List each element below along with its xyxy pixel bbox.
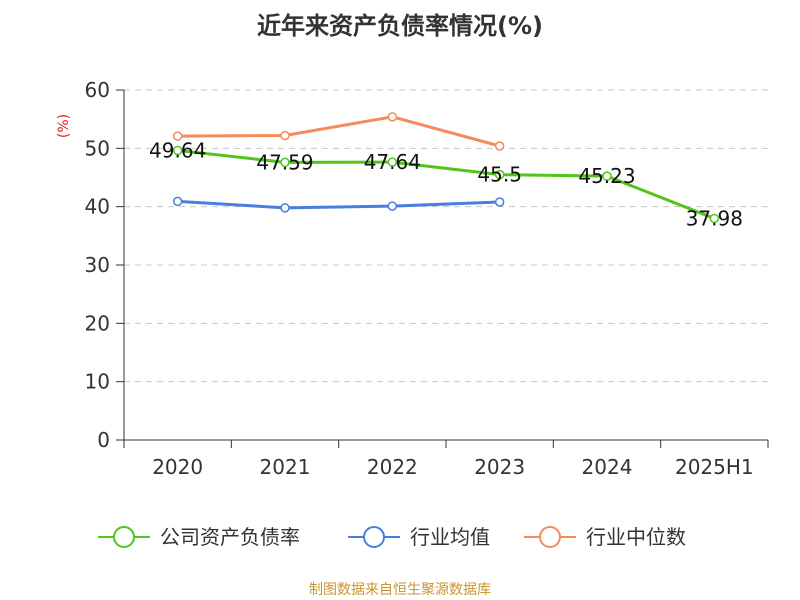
data-point [494,141,505,151]
legend-circle-marker [363,526,385,548]
y-tick-label: 60 [85,78,110,102]
data-point [709,213,720,224]
data-point [280,157,290,168]
legend-item[interactable]: 行业均值 [348,525,490,549]
x-tick-label: 2022 [367,455,418,479]
y-tick-label: 0 [97,428,110,452]
legend-circle-marker [539,526,561,548]
legend-label: 行业均值 [410,525,490,549]
legend-label: 行业中位数 [586,525,686,549]
data-point [387,201,398,211]
axes: 0 10 20 30 40 50 60 2020 2021 2022 2023 2024 2025H1 [85,78,769,479]
data-label: 47.64 [364,150,421,174]
y-tick-label: 20 [85,311,110,335]
data-labels: 49.64 47.59 47.64 45.5 45.23 37.98 [149,138,743,230]
data-label: 45.5 [477,163,522,187]
series-line [177,148,715,220]
y-tick-label: 30 [85,253,110,277]
legend-item[interactable]: 公司资产负债率 [98,525,300,549]
data-point [172,145,183,156]
x-tick-label: 2025H1 [675,455,754,479]
x-tick-label: 2020 [152,455,203,479]
x-tick-label: 2021 [260,455,311,479]
data-label: 47.59 [256,150,313,174]
data-point [172,131,183,141]
data-point [387,157,398,167]
legend-circle-marker [113,526,135,548]
chart-title: 近年来资产负债率情况(%) [257,12,543,40]
data-point [280,203,290,213]
data-point [280,130,290,141]
series-line [177,199,500,210]
data-point [387,112,398,122]
data-point [602,171,612,181]
y-tick-label: 10 [85,370,110,394]
y-tick-label: 50 [85,136,110,160]
x-tick-label: 2024 [582,455,633,479]
series-lines [172,112,720,224]
legend-label: 公司资产负债率 [160,525,300,549]
data-point [494,197,505,207]
series-line [177,115,501,148]
gridlines [124,89,768,383]
data-label: 49.64 [149,138,206,162]
y-axis-unit-label: (%) [56,114,72,138]
legend-item[interactable]: 行业中位数 [524,525,686,549]
data-point [494,169,505,180]
source-note: 制图数据来自恒生聚源数据库 [309,582,491,598]
y-tick-label: 40 [85,195,110,219]
legend: 公司资产负债率 行业均值 行业中位数 [98,525,686,549]
data-label: 45.23 [578,164,635,188]
data-point [172,196,183,207]
x-tick-label: 2023 [474,455,525,479]
data-label: 37.98 [686,206,743,230]
